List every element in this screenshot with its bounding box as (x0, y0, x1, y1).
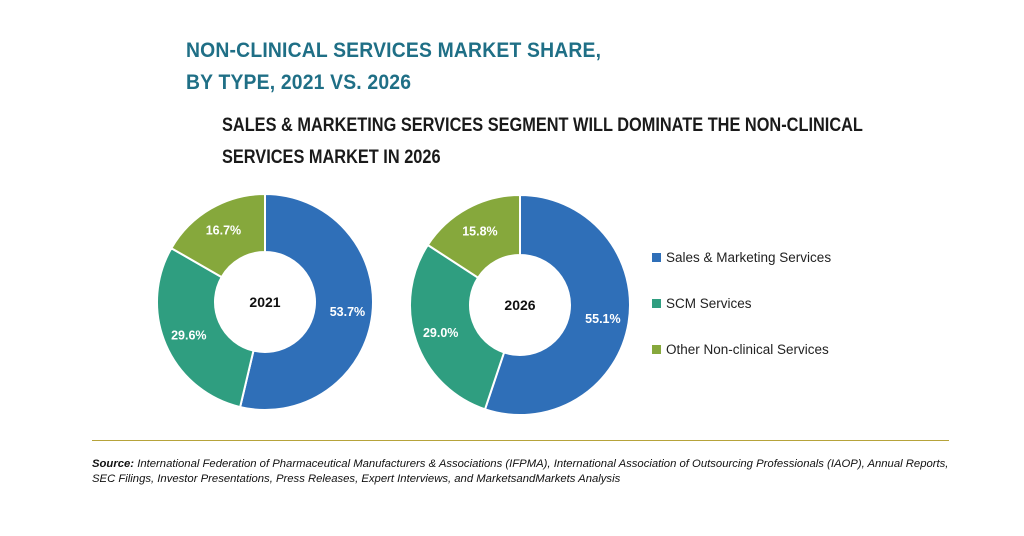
donut-2026-label-sales-marketing-services: 55.1% (585, 312, 620, 326)
donut-2026-slice-other-non-clinical-services (426, 193, 521, 280)
donut-2021-slice-sales-marketing-services (238, 192, 374, 411)
donut-2026-slice-scm-services (409, 243, 506, 411)
source-note: Source: International Federation of Phar… (92, 457, 952, 487)
donut-2021-slice-scm-services (156, 246, 255, 409)
source-text: International Federation of Pharmaceutic… (92, 458, 949, 485)
legend-swatch-scm-services (652, 299, 661, 308)
chart-subtitle-line-2: SERVICES MARKET IN 2026 (222, 147, 441, 168)
chart-subtitle-line-1: SALES & MARKETING SERVICES SEGMENT WILL … (222, 115, 863, 136)
chart-title-line-1: NON-CLINICAL SERVICES MARKET SHARE, (186, 38, 602, 62)
donut-2021-slice-other-non-clinical-services (169, 192, 266, 279)
legend-label-scm-services: SCM Services (666, 296, 752, 311)
legend-item-sales-marketing-services: Sales & Marketing Services (652, 250, 831, 265)
source-label: Source: (92, 458, 135, 470)
donut-2021-label-sales-marketing-services: 53.7% (330, 305, 365, 319)
donut-2026-label-other-non-clinical-services: 15.8% (462, 225, 497, 239)
legend-swatch-other-non-clinical-services (652, 345, 661, 354)
legend-swatch-sales-marketing-services (652, 253, 661, 262)
legend-item-scm-services: SCM Services (652, 296, 752, 311)
legend-label-other-non-clinical-services: Other Non-clinical Services (666, 342, 829, 357)
donut-2026-label-scm-services: 29.0% (423, 326, 458, 340)
donut-2021-center-label: 2021 (249, 294, 280, 310)
legend-item-other-non-clinical-services: Other Non-clinical Services (652, 342, 829, 357)
donut-2021-label-scm-services: 29.6% (171, 328, 206, 342)
donut-2021-label-other-non-clinical-services: 16.7% (206, 224, 241, 238)
donut-2026-slice-sales-marketing-services (483, 193, 631, 416)
donut-2026-center-label: 2026 (504, 297, 535, 313)
chart-title: NON-CLINICAL SERVICES MARKET SHARE, BY T… (186, 34, 601, 98)
legend-label-sales-marketing-services: Sales & Marketing Services (666, 250, 832, 265)
source-divider (92, 440, 949, 441)
chart-title-line-2: BY TYPE, 2021 VS. 2026 (186, 70, 412, 94)
chart-subtitle: SALES & MARKETING SERVICES SEGMENT WILL … (222, 110, 863, 174)
